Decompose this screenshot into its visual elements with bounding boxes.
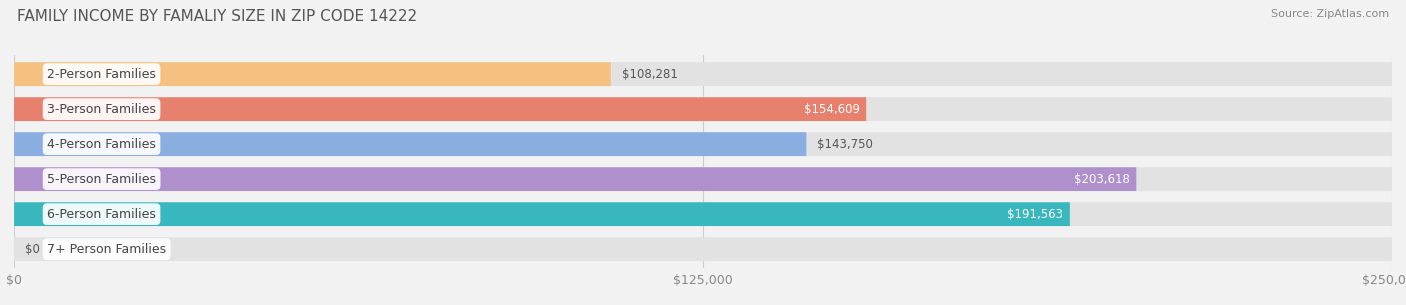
FancyBboxPatch shape	[14, 132, 1392, 156]
FancyBboxPatch shape	[14, 202, 1392, 226]
FancyBboxPatch shape	[14, 237, 1392, 261]
Text: $108,281: $108,281	[621, 68, 678, 81]
FancyBboxPatch shape	[14, 97, 866, 121]
FancyBboxPatch shape	[14, 62, 610, 86]
FancyBboxPatch shape	[14, 167, 1136, 191]
Text: 7+ Person Families: 7+ Person Families	[48, 243, 166, 256]
FancyBboxPatch shape	[14, 132, 806, 156]
Text: 4-Person Families: 4-Person Families	[48, 138, 156, 151]
Text: FAMILY INCOME BY FAMALIY SIZE IN ZIP CODE 14222: FAMILY INCOME BY FAMALIY SIZE IN ZIP COD…	[17, 9, 418, 24]
FancyBboxPatch shape	[14, 62, 1392, 86]
Text: 5-Person Families: 5-Person Families	[48, 173, 156, 186]
Text: $203,618: $203,618	[1074, 173, 1129, 186]
Text: 3-Person Families: 3-Person Families	[48, 103, 156, 116]
FancyBboxPatch shape	[14, 97, 1392, 121]
Text: $143,750: $143,750	[817, 138, 873, 151]
Text: $191,563: $191,563	[1007, 208, 1063, 221]
Text: $0: $0	[25, 243, 39, 256]
Text: Source: ZipAtlas.com: Source: ZipAtlas.com	[1271, 9, 1389, 19]
FancyBboxPatch shape	[14, 202, 1070, 226]
Text: 6-Person Families: 6-Person Families	[48, 208, 156, 221]
Text: 2-Person Families: 2-Person Families	[48, 68, 156, 81]
Text: $154,609: $154,609	[804, 103, 859, 116]
FancyBboxPatch shape	[14, 167, 1392, 191]
